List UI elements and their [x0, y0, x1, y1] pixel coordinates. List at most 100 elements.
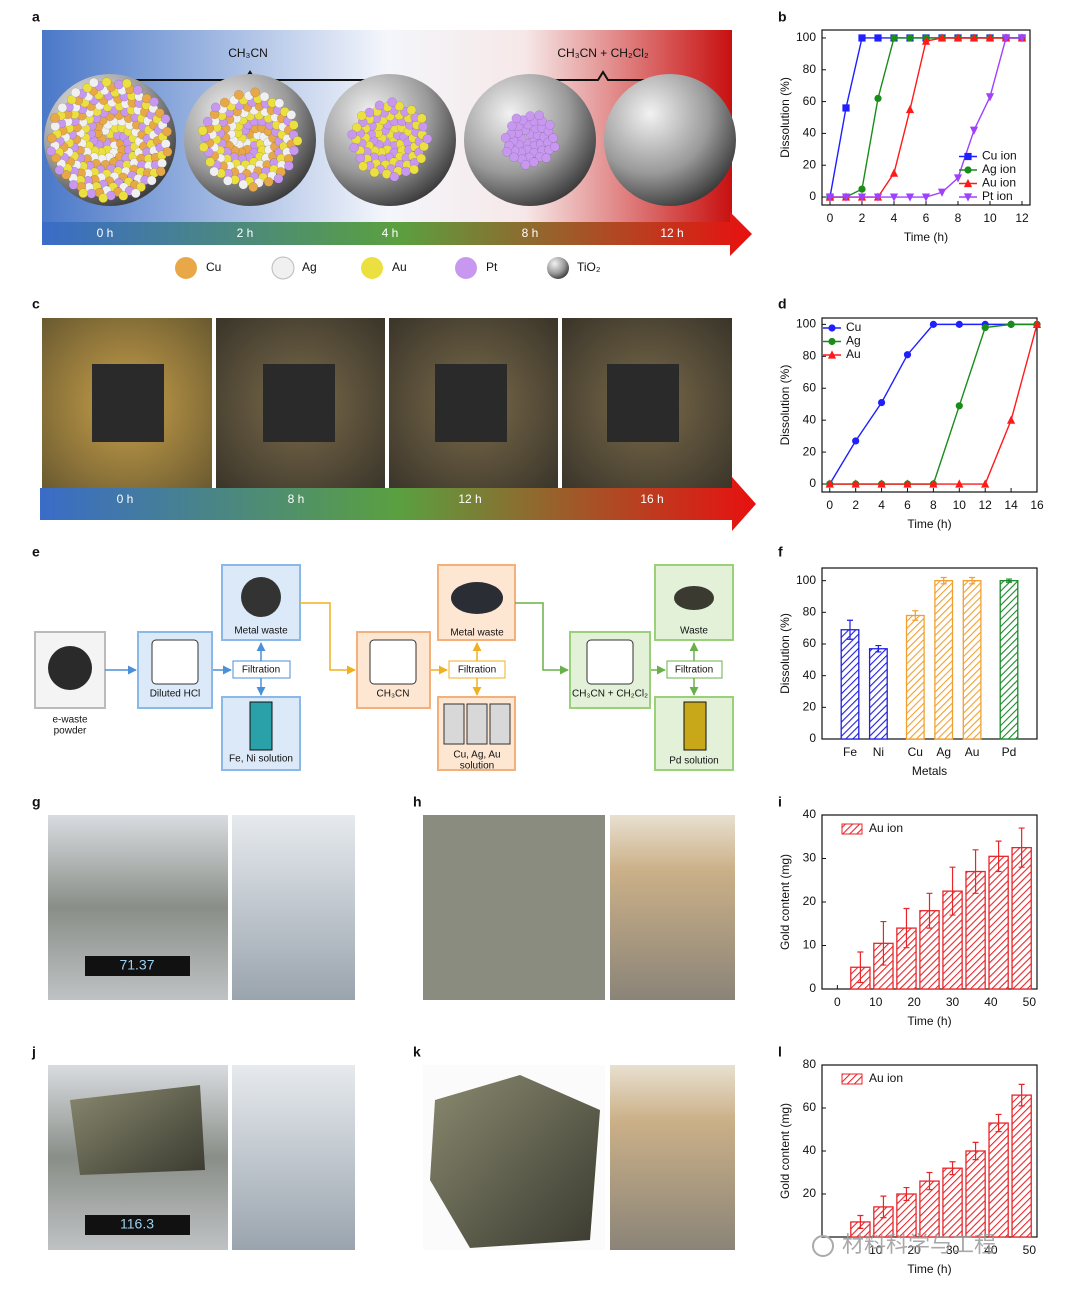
- scale-display: [85, 1215, 190, 1235]
- error-bar: [847, 619, 853, 640]
- y-tick-label: 0: [809, 981, 816, 995]
- particle: [406, 105, 417, 115]
- marker: [955, 479, 964, 488]
- legend-swatch: [841, 1073, 863, 1085]
- panel-label: b: [778, 9, 787, 25]
- scale-display: [85, 956, 190, 976]
- particle: [61, 170, 71, 180]
- particle: [422, 133, 433, 144]
- legend-label: Au: [392, 260, 407, 274]
- x-tick-label: 40: [984, 995, 998, 1009]
- marker: [889, 193, 899, 202]
- marker: [851, 479, 860, 488]
- bar: [840, 629, 860, 740]
- y-tick-label: 40: [803, 668, 817, 682]
- particle: [205, 157, 216, 167]
- time-label: 8 h: [522, 226, 539, 240]
- marker: [905, 104, 915, 114]
- particle: [401, 166, 411, 177]
- scale-reading: 116.3: [120, 1216, 154, 1232]
- y-tick-label: 20: [803, 157, 817, 171]
- y-tick-label: 0: [809, 189, 816, 203]
- particle: [66, 94, 77, 105]
- marker: [903, 351, 912, 359]
- particle: [198, 142, 209, 153]
- filtration-box: [448, 660, 506, 679]
- particle: [250, 87, 260, 98]
- solvent-label: CH₃CN + CH₂Cl₂: [557, 46, 649, 60]
- y-axis-title: Dissolution (%): [778, 613, 792, 694]
- marker: [873, 193, 883, 202]
- x-axis-title: Time (h): [904, 230, 948, 244]
- watermark: 材料科学与工程: [842, 1232, 996, 1257]
- marker: [955, 402, 963, 410]
- time-label: 8 h: [288, 492, 305, 506]
- marker: [921, 193, 931, 202]
- label: Pd solution: [669, 756, 718, 767]
- bar: [965, 1150, 986, 1238]
- legend-label: Cu ion: [982, 149, 1017, 163]
- photo: [232, 1065, 355, 1250]
- y-tick-label: 80: [803, 605, 817, 619]
- time-label: 4 h: [382, 226, 399, 240]
- particle: [122, 78, 132, 89]
- marker: [921, 36, 931, 45]
- particle: [520, 159, 531, 170]
- axes-frame: [821, 317, 1038, 493]
- x-axis-title: Metals: [912, 764, 947, 778]
- panel-label: j: [31, 1044, 36, 1060]
- marker: [827, 350, 837, 359]
- bar: [962, 580, 982, 740]
- vial: [466, 703, 488, 745]
- vial: [443, 703, 465, 745]
- particle: [222, 175, 233, 186]
- marker: [1007, 320, 1015, 328]
- y-tick-label: 60: [803, 636, 817, 650]
- particle: [356, 110, 367, 121]
- photos: 71.37 116.3: [48, 815, 735, 1250]
- particle: [78, 188, 89, 199]
- series-line: [829, 323, 1037, 485]
- marker: [937, 33, 947, 42]
- legend-label: Au ion: [982, 176, 1016, 190]
- time-arrow: [40, 477, 756, 531]
- y-tick-label: 100: [796, 573, 816, 587]
- label: Filtration: [675, 665, 713, 676]
- particle: [511, 113, 522, 124]
- marker: [1006, 415, 1016, 424]
- x-tick-label: 10: [869, 995, 883, 1009]
- particle: [289, 145, 299, 156]
- y-tick-label: 80: [803, 1057, 817, 1071]
- particle: [197, 125, 208, 136]
- chip-area: [92, 364, 164, 442]
- metal-waste: [451, 582, 503, 614]
- particle: [548, 133, 559, 143]
- error-bar: [949, 1161, 956, 1176]
- particle: [50, 113, 60, 123]
- particle: [500, 132, 511, 143]
- marker: [906, 34, 914, 42]
- x-tick-label: 10: [953, 498, 967, 512]
- particle: [86, 188, 97, 199]
- panel-label: d: [778, 296, 787, 312]
- marker: [929, 320, 937, 328]
- marker: [825, 193, 835, 202]
- panel-label: e: [32, 544, 40, 560]
- particle: [286, 109, 297, 120]
- marker: [964, 152, 972, 161]
- legend-label: Cu: [846, 320, 861, 334]
- time-label: 0 h: [117, 492, 134, 506]
- legend-swatch: [455, 257, 477, 279]
- x-tick-label: 8: [930, 498, 937, 512]
- particle: [162, 147, 173, 157]
- error-bar: [1006, 578, 1012, 583]
- error-bar: [995, 840, 1002, 873]
- particle: [132, 85, 143, 95]
- x-tick-label: 40: [984, 1243, 998, 1257]
- marker: [874, 34, 882, 42]
- particle: [501, 147, 512, 157]
- rocks: [70, 1085, 205, 1175]
- particle: [98, 193, 109, 203]
- marker: [890, 34, 898, 42]
